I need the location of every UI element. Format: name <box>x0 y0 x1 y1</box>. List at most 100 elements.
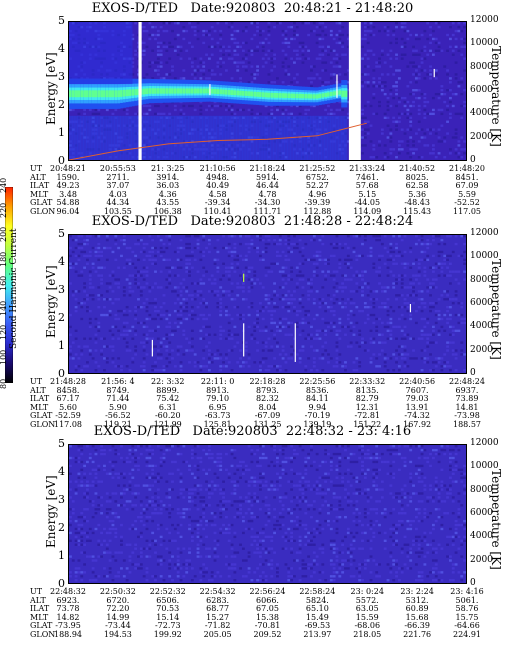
spectrogram-pixel <box>100 452 104 456</box>
spectrogram-pixel <box>77 112 81 116</box>
spectrogram-pixel <box>386 258 390 262</box>
spectrogram-pixel <box>443 254 447 258</box>
spectrogram-pixel <box>301 246 305 250</box>
spectrogram-pixel <box>395 282 398 285</box>
spectrogram-pixel <box>165 527 169 531</box>
orbit-cell: 139.19 <box>303 419 332 429</box>
spectrogram-pixel <box>131 527 135 531</box>
spectrogram-pixel <box>142 250 146 254</box>
spectrogram-pixel <box>154 476 157 479</box>
orbit-cell: 20:55:53 <box>99 164 136 173</box>
spectrogram-pixel <box>196 238 200 242</box>
spectrogram-pixel <box>378 258 381 262</box>
spectrogram-pixel <box>258 361 262 364</box>
spectrogram-pixel <box>315 73 319 76</box>
spectrogram-pixel <box>88 456 92 460</box>
panel-title: EXOS-D/TED Date:920803 21:48:28 - 22:48:… <box>91 214 414 229</box>
spectrogram-pixel <box>349 345 353 348</box>
spectrogram-pixel <box>431 235 435 238</box>
spectrogram-pixel <box>270 81 274 84</box>
spectrogram-pixel <box>213 258 217 262</box>
spectrogram-pixel <box>400 353 404 356</box>
spectrogram-pixel <box>117 357 121 360</box>
spectrogram-pixel <box>420 136 424 139</box>
spectrogram-pixel <box>134 349 138 352</box>
spectrogram-pixel <box>233 488 237 491</box>
spectrogram-pixel <box>284 242 288 246</box>
spectrogram-pixel <box>400 96 404 100</box>
spectrogram-pixel <box>267 238 271 242</box>
spectrogram-pixel <box>196 527 200 531</box>
spectrogram-pixel <box>335 298 339 301</box>
spectrogram-pixel <box>386 33 390 37</box>
spectrogram-pixel <box>380 333 384 336</box>
spectrogram-pixel <box>273 53 277 56</box>
spectrogram-pixel <box>111 464 115 468</box>
spectrogram-pixel <box>258 329 262 332</box>
spectrogram-pixel <box>290 37 294 41</box>
spectrogram-pixel <box>454 353 458 356</box>
spectrogram-pixel <box>463 369 466 372</box>
spectrogram-pixel <box>239 504 242 507</box>
spectrogram-pixel <box>429 41 432 45</box>
spectrogram-pixel <box>423 333 427 336</box>
spectrogram-pixel <box>406 128 410 131</box>
spectrogram-pixel <box>69 235 72 238</box>
spectrogram-pixel <box>80 527 84 531</box>
spectrogram-pixel <box>151 476 155 479</box>
spectrogram-pixel <box>423 116 427 119</box>
spectrogram-pixel <box>278 321 282 325</box>
spectrogram-pixel <box>437 41 441 45</box>
spectrogram-pixel <box>77 476 81 479</box>
orbit-cell: 43.55 <box>156 198 180 207</box>
spectrogram-pixel <box>114 365 118 368</box>
spectrogram-pixel <box>224 563 228 566</box>
spectrogram-pixel <box>159 49 163 52</box>
orbit-cell: 125.81 <box>203 419 232 429</box>
spectrogram-pixel <box>335 242 339 246</box>
spectrogram-pixel <box>236 286 240 289</box>
spectrogram-pixel <box>77 523 81 527</box>
spectrogram-pixel <box>386 286 390 289</box>
spectrogram-pixel <box>443 274 447 277</box>
spectrogram-pixel <box>329 298 333 301</box>
spectrogram-pixel <box>162 456 166 460</box>
spectrogram-pixel <box>134 567 138 570</box>
spectrogram-pixel <box>256 235 259 238</box>
spectrogram-pixel <box>295 353 299 356</box>
spectrogram-pixel <box>281 250 285 254</box>
spectrogram-pixel <box>448 37 452 41</box>
spectrogram-pixel <box>230 298 234 301</box>
low-energy-flux <box>142 115 147 160</box>
spectrogram-pixel <box>241 270 245 273</box>
spectrogram-pixel <box>145 472 149 475</box>
spectrogram-pixel <box>108 298 112 301</box>
spectrogram-pixel <box>417 290 421 293</box>
spectrogram-pixel <box>111 579 115 582</box>
spectrogram-pixel <box>219 531 223 535</box>
spectrogram-pixel <box>258 480 262 483</box>
right-tick-label: 0 <box>470 368 476 378</box>
spectrogram-pixel <box>270 49 274 52</box>
spectrogram-pixel <box>179 282 183 285</box>
spectrogram-pixel <box>389 329 393 332</box>
spectrogram-pixel <box>216 452 220 456</box>
spectrogram-pixel <box>304 22 308 25</box>
spectrogram-pixel <box>338 22 342 25</box>
spectrogram-pixel <box>256 73 259 76</box>
spectrogram-pixel <box>151 448 155 452</box>
spectrogram-pixel <box>321 345 325 348</box>
orbit-cell: -67.09 <box>254 411 281 420</box>
energy-band-cell <box>321 93 325 98</box>
energy-band-cell <box>253 91 257 97</box>
spectrogram-pixel <box>386 305 390 309</box>
spectrogram-pixel <box>290 112 294 116</box>
spectrogram-pixel <box>94 333 98 336</box>
spectrogram-pixel <box>361 290 364 293</box>
spectrogram-pixel <box>168 575 172 578</box>
orbit-cell: 5.15 <box>358 189 377 199</box>
spectrogram-pixel <box>440 325 444 329</box>
spectrogram-pixel <box>86 238 89 242</box>
spectrogram-pixel <box>142 270 146 273</box>
spectrogram-pixel <box>145 515 149 519</box>
